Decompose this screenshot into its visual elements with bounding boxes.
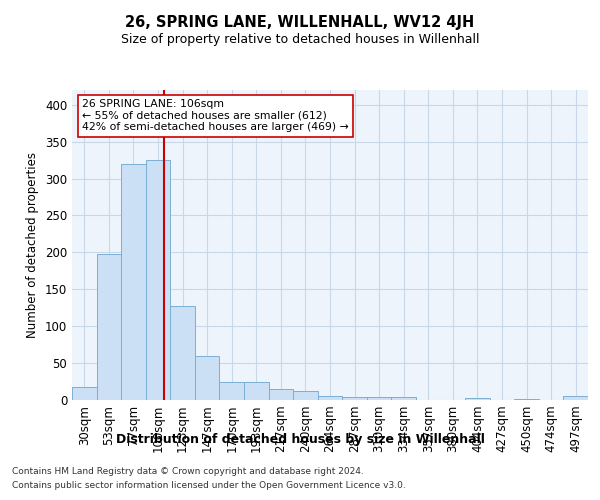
Bar [97, 254, 121, 400]
Bar [514, 398, 539, 400]
Text: Size of property relative to detached houses in Willenhall: Size of property relative to detached ho… [121, 32, 479, 46]
Text: Distribution of detached houses by size in Willenhall: Distribution of detached houses by size … [116, 432, 484, 446]
Text: 26, SPRING LANE, WILLENHALL, WV12 4JH: 26, SPRING LANE, WILLENHALL, WV12 4JH [125, 15, 475, 30]
Bar [220, 382, 244, 400]
Bar [269, 389, 293, 400]
Text: 26 SPRING LANE: 106sqm
← 55% of detached houses are smaller (612)
42% of semi-de: 26 SPRING LANE: 106sqm ← 55% of detached… [82, 100, 349, 132]
Bar [465, 398, 490, 400]
Text: Contains public sector information licensed under the Open Government Licence v3: Contains public sector information licen… [12, 481, 406, 490]
Bar [244, 382, 269, 400]
Bar [391, 397, 416, 400]
Bar [195, 356, 220, 400]
Bar [72, 386, 97, 400]
Bar [121, 164, 146, 400]
Bar [342, 397, 367, 400]
Bar [367, 397, 391, 400]
Y-axis label: Number of detached properties: Number of detached properties [26, 152, 40, 338]
Bar [293, 391, 318, 400]
Text: Contains HM Land Registry data © Crown copyright and database right 2024.: Contains HM Land Registry data © Crown c… [12, 468, 364, 476]
Bar [318, 396, 342, 400]
Bar [170, 306, 195, 400]
Bar [146, 160, 170, 400]
Bar [563, 396, 588, 400]
